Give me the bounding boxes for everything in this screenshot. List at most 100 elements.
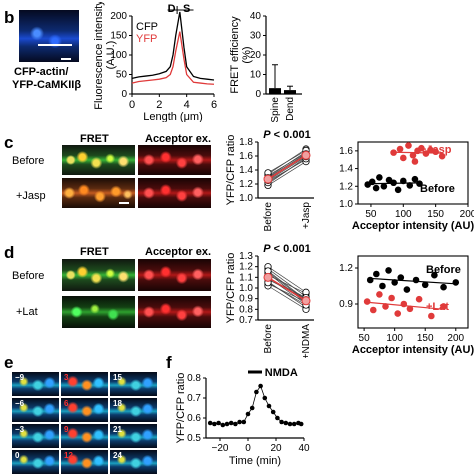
series-line-cfp [131,11,215,81]
e-frame-time: 3 [64,373,69,382]
point-lat [369,306,377,314]
series-point [216,420,221,426]
series-label-lat: +Lat [426,301,449,313]
point-before [380,182,388,190]
chart-f-time: 0.5 0.6 0.7 0.8 −20 0 20 40 Time (min) YFP/CFP ra… [175,367,310,467]
pair-line [267,285,307,310]
d-image-acceptor-before [138,259,211,291]
e-frame-time: 12 [64,451,73,460]
point-before [440,283,447,291]
y-tick-label: 40 [250,11,262,22]
x-tick-label: −20 [212,443,229,454]
y-tick-label: 0.8 [187,373,201,384]
point-jasp [427,146,434,154]
series-point [249,405,255,411]
x-tick-label-dend: Dend [285,97,296,121]
c-row-treat: +Jasp [16,190,46,202]
series-point [275,415,280,421]
point-before [403,286,411,293]
x-tick-label: 0 [129,99,135,111]
series-point [291,421,297,427]
point-jasp [399,154,407,162]
series-point [262,395,268,401]
x-tick-label: 50 [365,209,377,220]
mean-line [267,154,307,180]
point-jasp [422,150,430,157]
x-tick-label: 100 [386,333,403,344]
c-row-before: Before [12,155,45,167]
y-tick-label: 1.8 [239,137,253,148]
x-tick-label: +NDMA [301,324,312,358]
c-image-acceptor-treat [138,178,211,208]
c-image-fret-treat [62,178,135,208]
series-point [207,420,213,426]
panel-label-b: b [4,8,15,27]
point-lat [400,300,408,308]
point-before [391,279,398,286]
y-tick-label: 0.8 [239,304,253,315]
point-before [376,174,383,181]
series-point [270,409,276,415]
mean-after [301,150,311,160]
x-axis-label: Acceptor intensity (AU) [352,344,474,356]
point-jasp [396,145,404,153]
point-jasp [390,149,397,156]
annotation-nmda: NMDA [265,367,298,379]
e-frame-time: 21 [113,425,122,434]
p-value-label: P < 0.001 [263,243,310,255]
y-axis-label: YFP/CFP ratio [175,373,187,444]
point-before [406,182,414,189]
point-jasp [418,144,425,152]
y-tick-label: 1.4 [339,164,353,175]
x-tick-label: 150 [427,209,444,220]
series-point [298,421,304,427]
plot-frame [357,255,469,329]
y-axis-label-2: (A.U.) [105,41,117,70]
chart-c-paired: 1.0 1.2 1.4 1.6 1.8 Before +Jasp P < 0.001 YFP/C… [225,129,314,231]
e-frame-time: 9 [64,425,69,434]
e-frame: −9 [12,372,59,396]
x-tick-label: 150 [417,333,434,344]
point-jasp [411,158,419,165]
panel-label-d: d [4,243,15,262]
pair-line [267,152,307,176]
e-frame: 3 [61,372,108,396]
mean-after [301,296,311,306]
chart-b-profile: 0 50 100 150 200 0 2 4 6 Length (μm) Fluorescence … [93,2,217,122]
y-tick-label: 0.5 [187,433,201,444]
y-tick-label: 1.4 [239,165,253,176]
y-tick-label: 1.3 [239,251,253,262]
series-point [287,421,293,427]
d-image-fret-treat [62,296,135,328]
e-frame-time: −6 [15,399,25,408]
x-tick-label: 0 [245,443,251,454]
point-before [366,276,374,284]
d-row-treat: +Lat [16,306,38,318]
y-axis-label-1: FRET efficiency [229,16,241,94]
x-tick-label: +Jasp [301,202,312,229]
point-lat [406,305,414,313]
y-axis-label: YFP/CFP ratio [225,253,237,324]
e-frame: 15 [110,372,157,396]
p-value-label: P < 0.001 [263,129,310,141]
legend-cfp: CFP [136,21,158,33]
pair-line [267,281,307,308]
point-before [431,271,438,279]
d-image-fret-before [62,259,135,291]
x-tick-label: 40 [298,443,310,454]
series-point [220,422,226,428]
y-tick-label: 0.9 [239,294,253,305]
b-caption-1: CFP-actin/ [14,66,69,78]
pair-line [267,271,307,302]
y-tick-label: 20 [250,50,262,61]
y-tick-label: 1.2 [339,181,353,192]
bar-spine [269,88,281,94]
panel-label-e: e [4,353,14,372]
point-before [412,276,420,284]
series-point [228,420,234,426]
y-tick-label: 10 [250,70,262,81]
c-col-acceptor: Acceptor ex. [145,133,212,145]
series-point [245,411,251,417]
point-lat [388,294,395,302]
chart-d-paired: 0.70.80.91.01.11.21.3 Before +NDMA P < 0.00… [225,243,314,358]
